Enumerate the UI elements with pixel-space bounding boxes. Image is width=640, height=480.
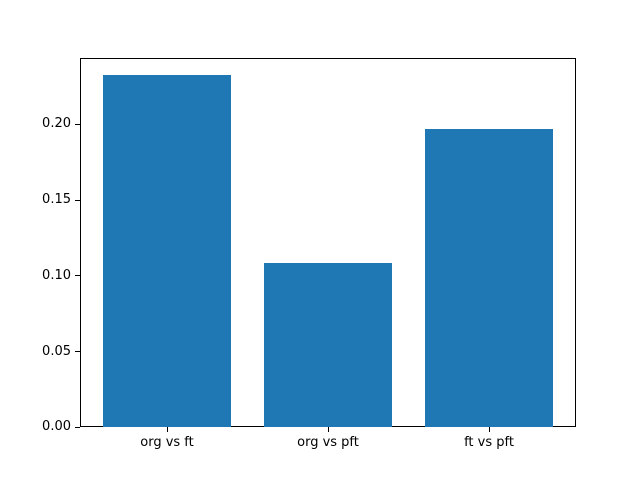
x-tick-mark (327, 427, 329, 433)
y-tick-mark (75, 199, 80, 201)
bars-layer (80, 58, 576, 428)
y-tick-mark (75, 351, 80, 352)
y-tick-mark (75, 275, 80, 277)
y-tick-mark (75, 123, 80, 125)
y-tick-label: 0.00 (42, 419, 71, 435)
bar (424, 129, 554, 428)
y-tick-label: 0.15 (42, 192, 71, 208)
x-tick-label: org vs pft (297, 435, 359, 451)
y-tick-label: 0.10 (42, 267, 71, 283)
x-tick-mark (488, 427, 490, 433)
x-tick-label: ft vs pft (464, 435, 514, 451)
y-tick-mark (75, 426, 80, 428)
x-tick-mark (166, 427, 168, 433)
bar (263, 263, 393, 428)
y-tick-label: 0.20 (42, 116, 71, 132)
bar (102, 75, 232, 428)
y-tick-label: 0.05 (42, 343, 71, 359)
x-tick-label: org vs ft (140, 435, 194, 451)
